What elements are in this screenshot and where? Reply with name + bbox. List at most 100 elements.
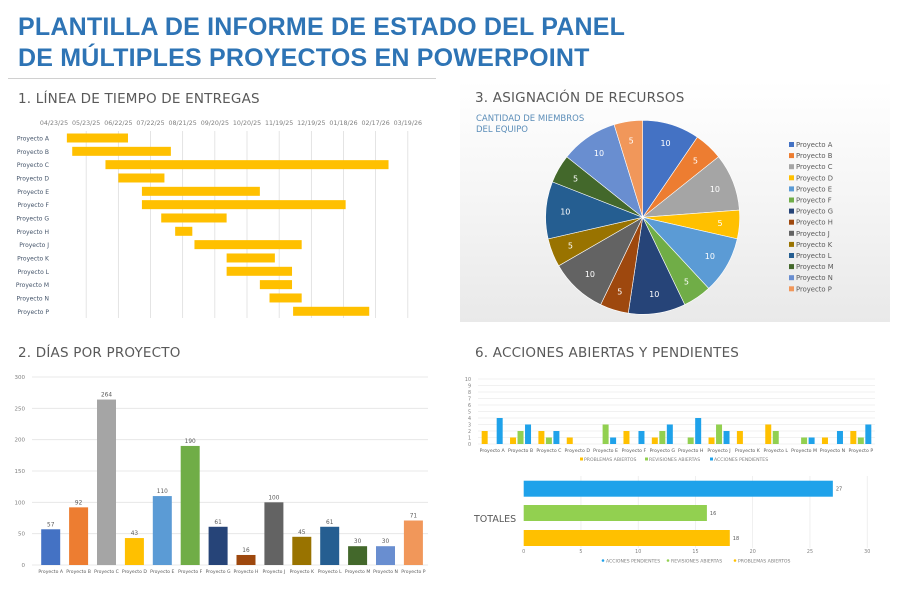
actions-x-label: Proyecto F bbox=[622, 448, 647, 454]
days-data-label: 264 bbox=[101, 393, 112, 399]
pie-legend-label: Proyecto P bbox=[796, 285, 832, 293]
totals-legend-label: REVISIONES ABIERTAS bbox=[671, 559, 722, 565]
actions-x-label: Proyecto K bbox=[735, 448, 761, 454]
actions-bar bbox=[687, 437, 694, 444]
gantt-row-label: Proyecto G bbox=[16, 215, 49, 222]
actions-x-label: Proyecto J bbox=[707, 448, 730, 454]
actions-x-label: Proyecto G bbox=[650, 448, 676, 454]
actions-x-label: Proyecto A bbox=[480, 448, 506, 454]
title-line-2: DE MÚLTIPLES PROYECTOS EN POWERPOINT bbox=[18, 44, 590, 72]
actions-x-label: Proyecto B bbox=[508, 448, 533, 454]
pie-data-label: 10 bbox=[594, 149, 604, 158]
gantt-bar bbox=[118, 173, 165, 183]
actions-y-tick: 8 bbox=[468, 390, 471, 396]
totals-legend-swatch bbox=[666, 559, 670, 562]
pie-title: CANTIDAD DE MIEMBROS DEL EQUIPO bbox=[476, 114, 585, 135]
days-y-tick: 200 bbox=[15, 438, 26, 444]
days-y-tick: 300 bbox=[15, 375, 26, 381]
pie-legend-swatch bbox=[789, 153, 794, 159]
timeline-heading: 1. LÍNEA DE TIEMPO DE ENTREGAS bbox=[18, 91, 260, 107]
actions-bar bbox=[695, 418, 702, 444]
days-data-label: 61 bbox=[214, 520, 222, 526]
totals-legend-label: PROBLEMAS ABIERTOS bbox=[738, 559, 791, 565]
days-data-label: 110 bbox=[157, 489, 168, 495]
totals-data-label: 16 bbox=[710, 511, 716, 517]
days-x-label: Proyecto L bbox=[318, 569, 342, 575]
actions-x-label: Proyecto D bbox=[565, 448, 591, 454]
days-data-label: 57 bbox=[47, 522, 55, 528]
days-bar bbox=[320, 526, 340, 565]
actions-y-tick: 9 bbox=[468, 384, 471, 390]
actions-bar bbox=[808, 437, 815, 444]
pie-legend-swatch bbox=[789, 186, 794, 192]
gantt-row-label: Proyecto C bbox=[17, 162, 49, 169]
pie-data-label: 10 bbox=[660, 139, 670, 148]
pie-legend-label: Proyecto C bbox=[796, 163, 833, 171]
days-y-tick: 150 bbox=[15, 469, 26, 475]
actions-bar bbox=[736, 431, 743, 444]
totals-x-tick: 15 bbox=[692, 549, 698, 555]
actions-bar bbox=[765, 424, 772, 444]
actions-bar bbox=[623, 431, 630, 444]
pie-data-label: 5 bbox=[684, 277, 689, 286]
pie-slice bbox=[613, 119, 643, 218]
gantt-tick-label: 10/20/25 bbox=[233, 120, 261, 127]
days-data-label: 71 bbox=[410, 514, 418, 520]
days-bar bbox=[292, 536, 312, 565]
gantt-row-label: Proyecto N bbox=[17, 295, 49, 302]
pie-legend-label: Proyecto A bbox=[796, 141, 833, 149]
gantt-bar bbox=[161, 213, 227, 223]
page-title: PLANTILLA DE INFORME DE ESTADO DEL PANEL… bbox=[18, 12, 625, 74]
gantt-bar bbox=[226, 253, 275, 263]
days-bar bbox=[69, 507, 89, 565]
totals-x-tick: 5 bbox=[579, 549, 582, 555]
totals-category-label: TOTALES bbox=[474, 514, 517, 525]
gantt-tick-label: 04/23/25 bbox=[40, 120, 68, 127]
actions-bar bbox=[510, 437, 517, 444]
totals-x-tick: 30 bbox=[864, 549, 870, 555]
pie-legend-swatch bbox=[789, 208, 794, 214]
days-x-label: Proyecto A bbox=[38, 569, 63, 575]
days-data-label: 190 bbox=[185, 439, 196, 445]
gantt-row-label: Proyecto B bbox=[17, 149, 49, 156]
pie-data-label: 10 bbox=[585, 270, 595, 279]
days-data-label: 30 bbox=[354, 539, 362, 545]
title-line-1: PLANTILLA DE INFORME DE ESTADO DEL PANEL bbox=[18, 13, 626, 41]
actions-bar bbox=[659, 431, 666, 444]
actions-legend-swatch bbox=[645, 457, 648, 461]
pie-data-label: 5 bbox=[629, 137, 634, 146]
pie-legend-label: Proyecto M bbox=[796, 263, 834, 271]
gantt-row-label: Proyecto E bbox=[17, 189, 49, 196]
actions-bar bbox=[857, 437, 864, 444]
pie-legend-label: Proyecto B bbox=[796, 152, 833, 160]
gantt-tick-label: 03/19/26 bbox=[394, 120, 422, 127]
actions-bar bbox=[708, 437, 715, 444]
days-y-tick: 100 bbox=[15, 500, 26, 506]
days-bar bbox=[180, 445, 200, 565]
actions-y-tick: 1 bbox=[468, 436, 471, 442]
gantt-bar bbox=[141, 186, 260, 196]
gantt-row-label: Proyecto K bbox=[17, 255, 50, 262]
gantt-row-label: Proyecto A bbox=[17, 136, 50, 143]
gantt-row-label: Proyecto L bbox=[18, 269, 50, 276]
actions-legend-swatch bbox=[710, 457, 713, 461]
actions-heading: 6. ACCIONES ABIERTAS Y PENDIENTES bbox=[475, 345, 740, 361]
actions-legend-label: PROBLEMAS ABIERTOS bbox=[584, 457, 637, 463]
actions-x-label: Proyecto C bbox=[536, 448, 562, 454]
totals-bar bbox=[523, 505, 707, 521]
days-x-label: Proyecto N bbox=[373, 569, 398, 575]
gantt-bar bbox=[72, 146, 171, 156]
pie-legend-swatch bbox=[789, 275, 794, 281]
days-bar bbox=[376, 546, 395, 565]
resources-heading: 3. ASIGNACIÓN DE RECURSOS bbox=[475, 90, 685, 106]
pie-data-label: 5 bbox=[617, 287, 622, 296]
actions-x-label: Proyecto L bbox=[764, 448, 789, 454]
days-bar bbox=[264, 502, 284, 565]
actions-bar bbox=[610, 437, 617, 444]
actions-x-label: Proyecto N bbox=[820, 448, 846, 454]
pie-data-label: 10 bbox=[705, 252, 715, 261]
days-data-label: 30 bbox=[382, 539, 390, 545]
gantt-bar bbox=[226, 266, 293, 276]
title-divider bbox=[8, 78, 436, 79]
days-bar bbox=[97, 399, 116, 565]
